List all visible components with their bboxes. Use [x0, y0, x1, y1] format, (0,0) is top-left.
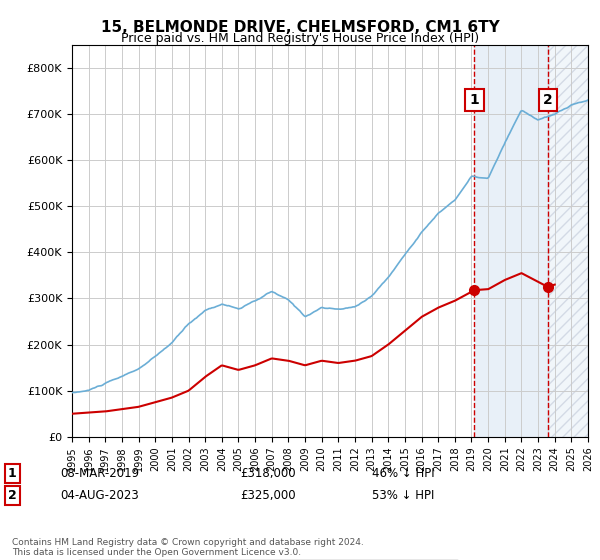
Text: 15, BELMONDE DRIVE, CHELMSFORD, CM1 6TY: 15, BELMONDE DRIVE, CHELMSFORD, CM1 6TY [101, 20, 499, 35]
Text: 2: 2 [8, 489, 16, 502]
Text: 46% ↓ HPI: 46% ↓ HPI [372, 466, 434, 480]
Bar [475, 45, 548, 437]
Text: £325,000: £325,000 [240, 489, 296, 502]
Text: Price paid vs. HM Land Registry's House Price Index (HPI): Price paid vs. HM Land Registry's House … [121, 32, 479, 45]
Text: 08-MAR-2019: 08-MAR-2019 [60, 466, 139, 480]
Bar [548, 45, 588, 437]
Text: 2: 2 [543, 93, 553, 107]
Text: £318,000: £318,000 [240, 466, 296, 480]
Text: 1: 1 [8, 466, 16, 480]
Text: 04-AUG-2023: 04-AUG-2023 [60, 489, 139, 502]
Text: Contains HM Land Registry data © Crown copyright and database right 2024.
This d: Contains HM Land Registry data © Crown c… [12, 538, 364, 557]
Text: 1: 1 [470, 93, 479, 107]
Text: 53% ↓ HPI: 53% ↓ HPI [372, 489, 434, 502]
